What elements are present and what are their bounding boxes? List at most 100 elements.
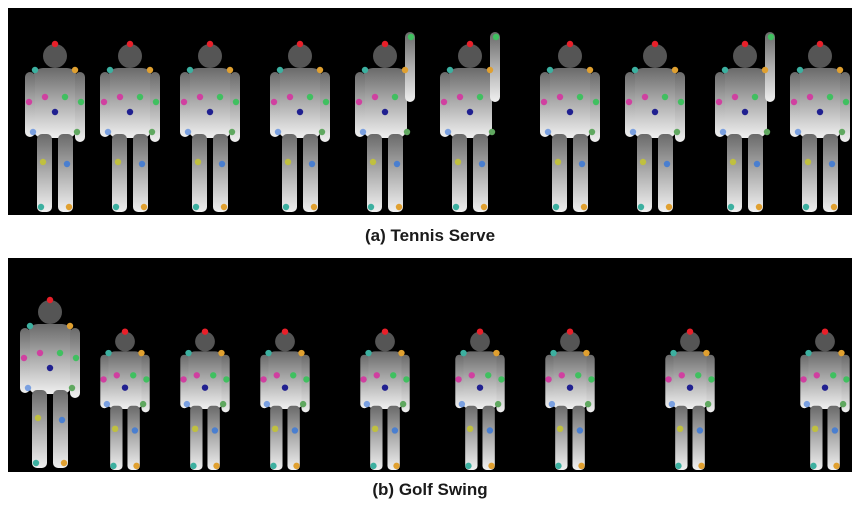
joint — [554, 158, 562, 166]
leg — [573, 134, 588, 212]
joint — [359, 128, 367, 136]
joint — [68, 384, 76, 392]
joint — [213, 462, 220, 470]
torso — [33, 68, 77, 138]
joint — [36, 349, 44, 357]
arm — [675, 72, 685, 142]
joint — [466, 108, 474, 116]
joint — [46, 364, 54, 372]
joint — [56, 349, 64, 357]
joint — [671, 66, 679, 74]
leg — [112, 134, 127, 212]
joint — [381, 384, 389, 391]
joint — [625, 98, 633, 106]
head — [198, 44, 222, 68]
joint — [838, 349, 845, 357]
leg — [727, 134, 742, 212]
leg — [207, 405, 220, 470]
joint — [719, 128, 727, 136]
leg — [58, 134, 73, 212]
joint — [480, 203, 488, 211]
joint — [794, 128, 802, 136]
joint — [583, 349, 590, 357]
joint — [360, 376, 367, 383]
joint — [58, 416, 66, 424]
arm — [150, 72, 160, 142]
joint — [839, 400, 847, 408]
joint — [41, 93, 49, 101]
joint — [686, 384, 694, 391]
leg — [555, 405, 568, 470]
joint — [367, 203, 375, 211]
joint — [546, 66, 554, 74]
joint — [403, 376, 410, 383]
joint — [715, 98, 723, 106]
head — [118, 44, 142, 68]
joint — [369, 158, 377, 166]
joint — [454, 158, 462, 166]
joint — [318, 128, 326, 136]
leg — [465, 405, 478, 470]
joint — [460, 349, 467, 357]
joint — [580, 203, 588, 211]
joint — [105, 349, 112, 357]
joint — [665, 203, 673, 211]
leg — [827, 405, 840, 470]
joint — [308, 160, 316, 168]
joint — [800, 376, 807, 383]
joint — [180, 376, 187, 383]
joint — [24, 384, 32, 392]
joint — [399, 400, 407, 408]
leg — [270, 405, 283, 470]
joint — [576, 427, 584, 434]
leg — [370, 405, 383, 470]
joint — [703, 349, 710, 357]
joint — [566, 328, 574, 335]
joint — [805, 349, 812, 357]
joint — [370, 462, 377, 470]
arm — [221, 354, 230, 413]
joint — [806, 93, 814, 101]
head — [375, 331, 395, 352]
torso — [28, 324, 72, 394]
joint — [578, 462, 585, 470]
joint — [830, 203, 838, 211]
joint — [34, 414, 42, 422]
joint — [65, 203, 73, 211]
joint — [755, 203, 763, 211]
leg — [53, 390, 68, 468]
joint — [575, 372, 582, 379]
joint — [113, 372, 120, 379]
joint — [486, 427, 494, 434]
joint — [296, 40, 304, 48]
joint — [363, 400, 371, 408]
joint — [121, 384, 129, 391]
joint — [668, 400, 676, 408]
joint — [731, 93, 739, 101]
joint — [190, 462, 197, 470]
joint — [393, 160, 401, 168]
joint — [476, 93, 484, 101]
joint — [550, 349, 557, 357]
joint — [185, 349, 192, 357]
joint — [584, 400, 592, 408]
joint — [842, 98, 850, 106]
joint — [265, 349, 272, 357]
joint — [675, 462, 682, 470]
head — [195, 331, 215, 352]
arm — [75, 72, 85, 142]
joint — [138, 349, 145, 357]
joint — [136, 93, 144, 101]
joint — [741, 40, 749, 48]
leg — [367, 134, 382, 212]
joint — [371, 93, 379, 101]
joint — [206, 108, 214, 116]
joint — [540, 98, 548, 106]
joint — [276, 66, 284, 74]
joint — [270, 98, 278, 106]
joint — [365, 349, 372, 357]
joint — [566, 108, 574, 116]
arm — [141, 354, 150, 413]
leg — [637, 134, 652, 212]
arm — [706, 354, 715, 413]
